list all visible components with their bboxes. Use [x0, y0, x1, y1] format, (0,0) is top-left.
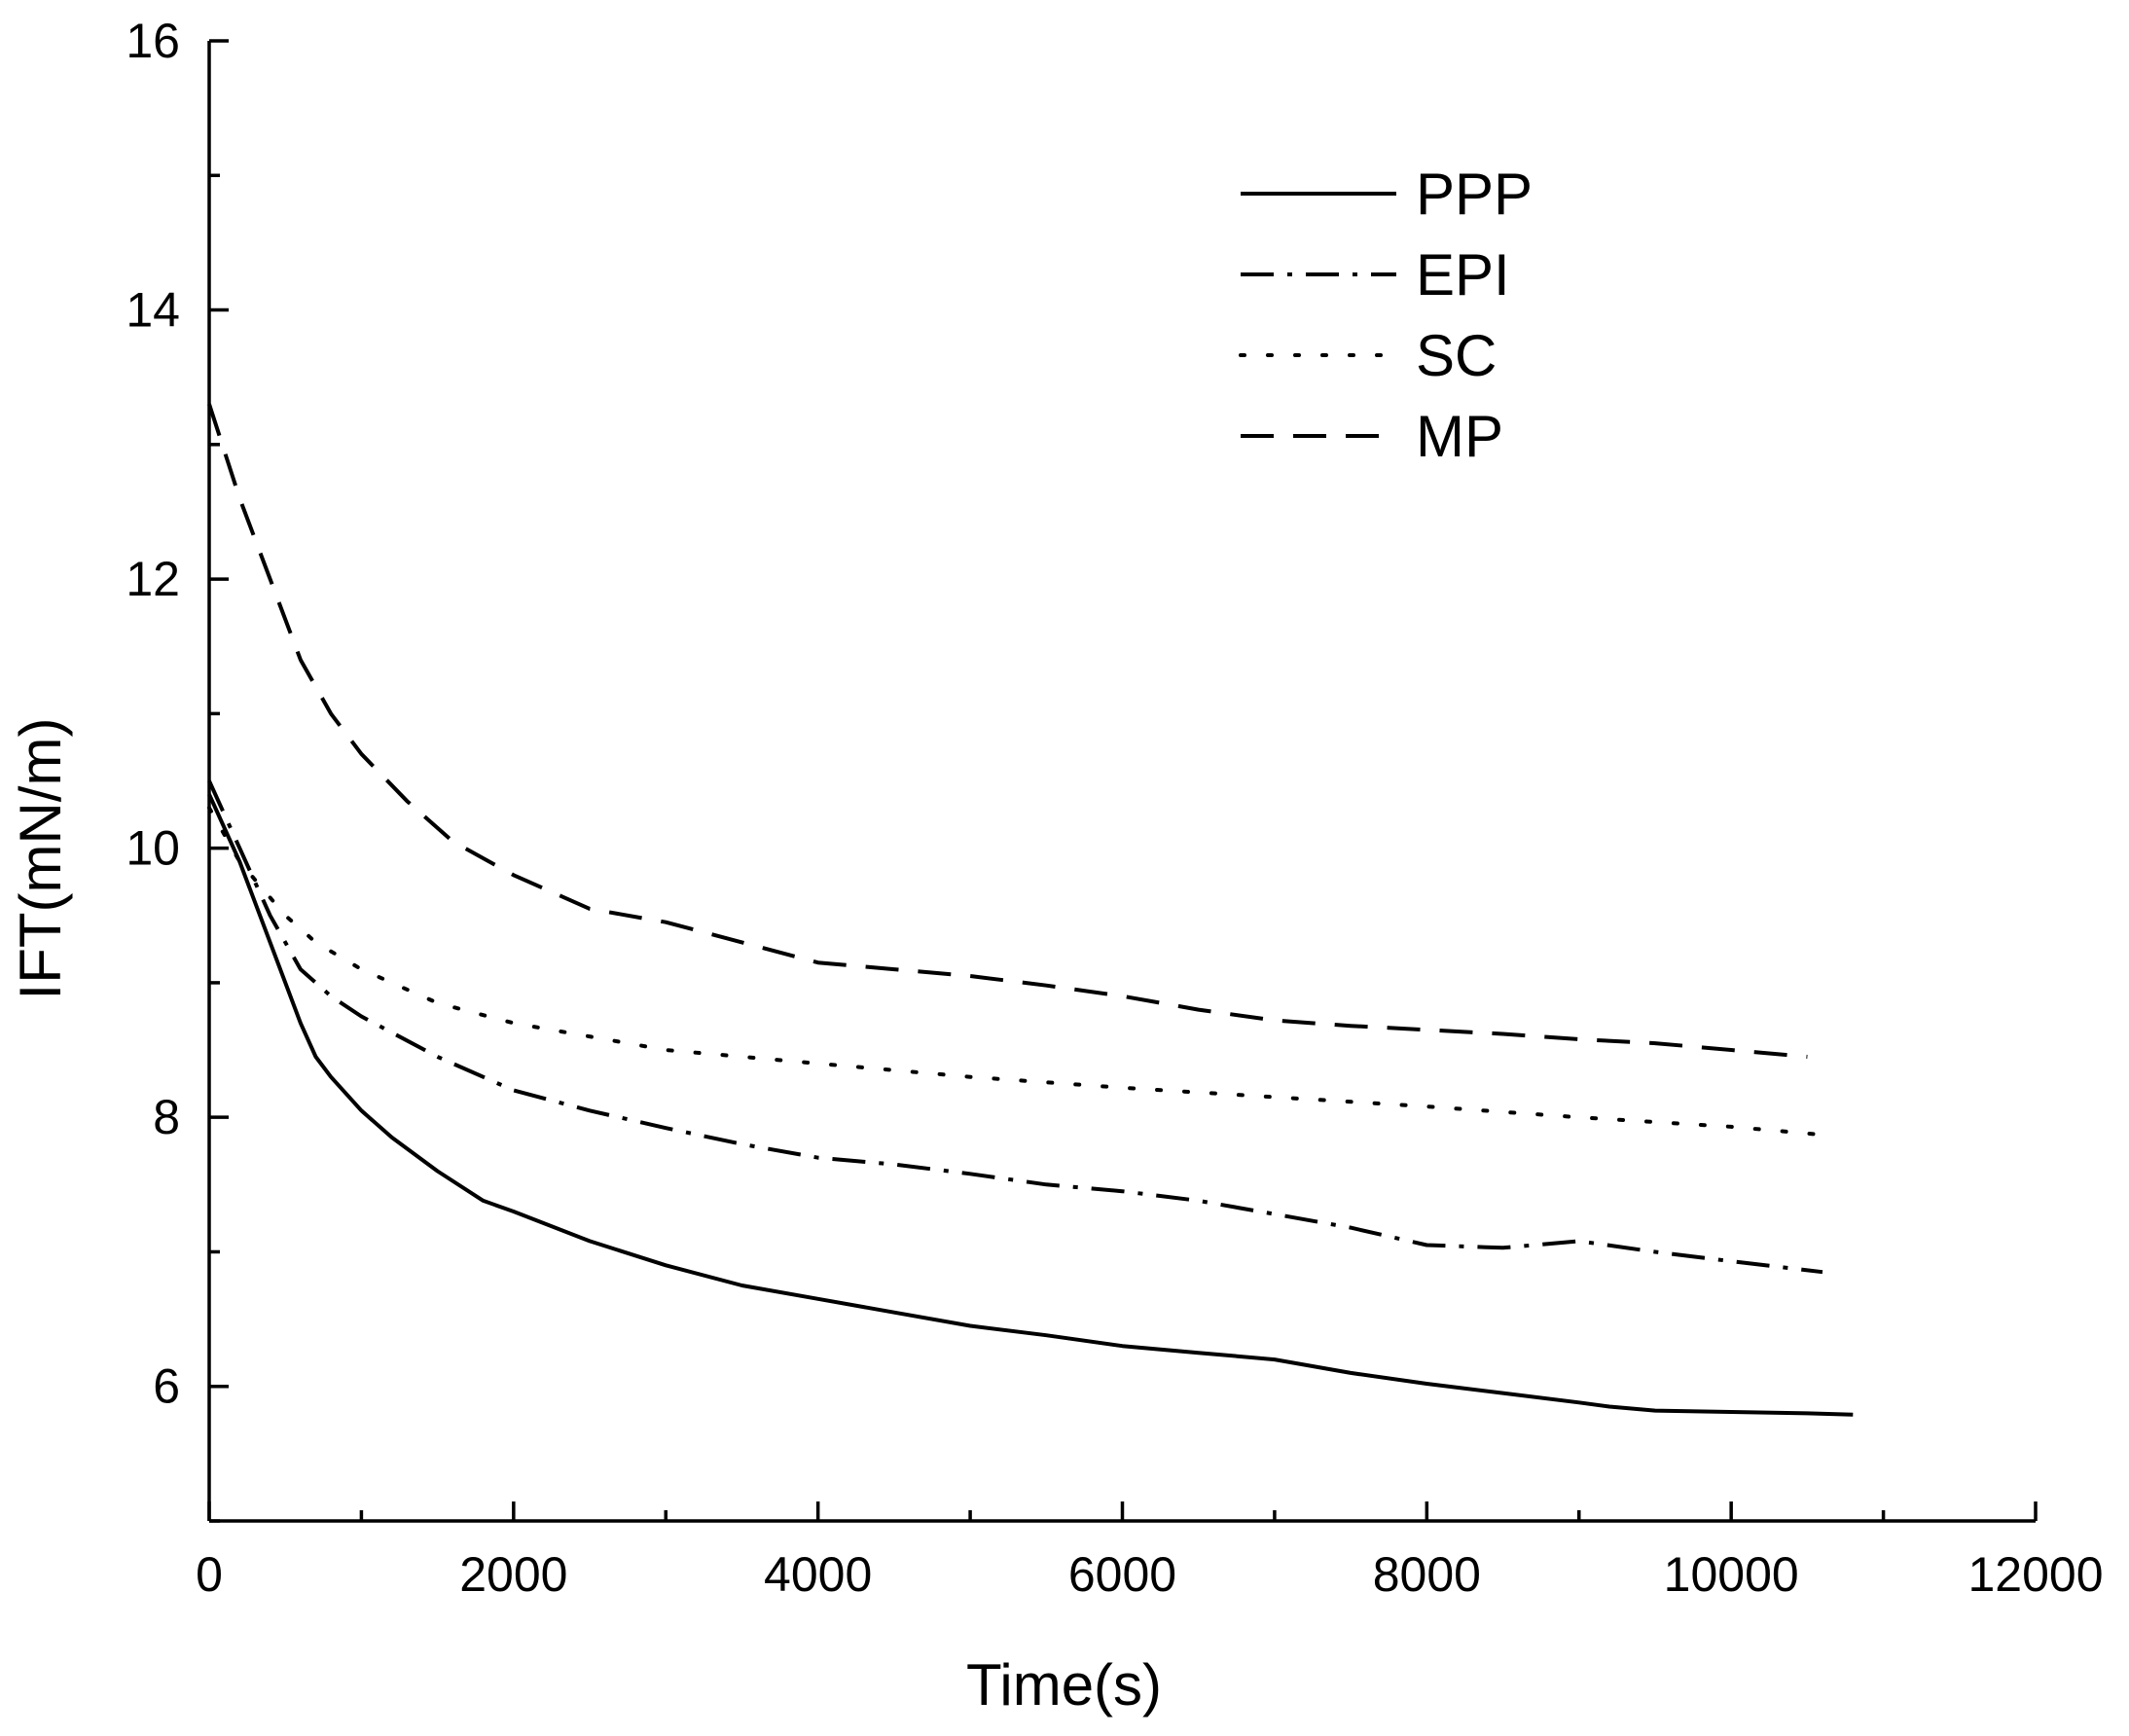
x-tick-label: 6000	[1068, 1547, 1176, 1602]
series-line-sc	[207, 806, 1824, 1138]
y-tick-label: 6	[153, 1359, 180, 1414]
series-layer	[207, 403, 1854, 1417]
legend-label-mp: MP	[1416, 404, 1503, 469]
y-tick-label: 10	[126, 821, 180, 876]
x-axis: 0 2000 4000 6000 8000 10000 12000	[196, 1501, 2104, 1602]
x-tick-label: 0	[196, 1547, 223, 1602]
y-axis-title: IFT(mN/m)	[8, 718, 73, 1000]
x-axis-title: Time(s)	[966, 1652, 1162, 1718]
legend-label-epi: EPI	[1416, 242, 1510, 307]
x-tick-label: 12000	[1967, 1547, 2103, 1602]
y-axis: 6 8 10 12 14 16	[126, 14, 229, 1523]
y-tick-label: 14	[126, 283, 180, 338]
legend-label-sc: SC	[1416, 323, 1497, 388]
series-line-ppp	[207, 793, 1854, 1417]
y-tick-label: 8	[153, 1090, 180, 1144]
x-tick-label: 10000	[1664, 1547, 1799, 1602]
legend: PPP EPI SC MP	[1239, 162, 1533, 469]
y-tick-label: 16	[126, 14, 180, 68]
legend-label-ppp: PPP	[1416, 162, 1533, 227]
x-tick-label: 2000	[459, 1547, 567, 1602]
y-tick-label: 12	[126, 552, 180, 606]
series-line-epi	[207, 779, 1823, 1275]
x-tick-label: 4000	[764, 1547, 872, 1602]
series-line-mp	[207, 403, 1808, 1059]
x-tick-label: 8000	[1373, 1547, 1481, 1602]
